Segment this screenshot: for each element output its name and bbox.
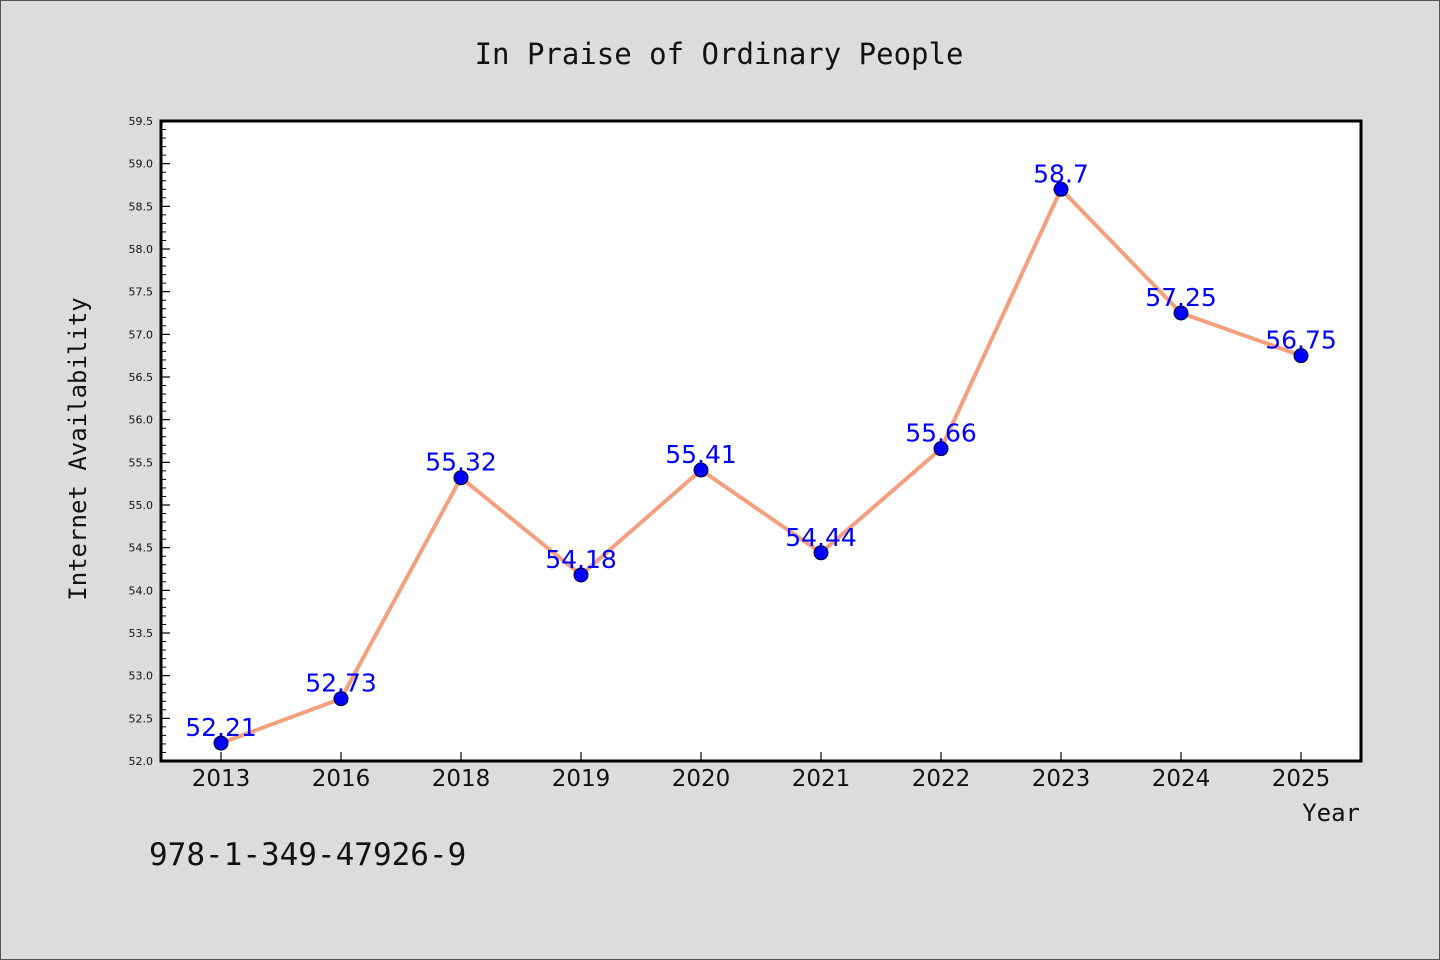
data-label: 54.18 <box>545 545 617 574</box>
data-point <box>1053 181 1069 197</box>
data-point <box>1293 348 1309 364</box>
y-tick-label: 54.5 <box>129 542 154 555</box>
data-label: 55.66 <box>905 419 977 448</box>
data-point <box>1173 305 1189 321</box>
data-labels: 52.21 52.73 55.32 54.18 55.41 54.44 55.66 58.7 5… <box>185 159 1337 742</box>
y-tick-label: 53.0 <box>129 670 154 683</box>
x-tick-label: 2024 <box>1152 766 1211 792</box>
x-tick-label: 2021 <box>792 766 851 792</box>
data-label: 58.7 <box>1033 159 1089 188</box>
data-point <box>453 470 469 486</box>
x-tick-label: 2020 <box>672 766 731 792</box>
x-tick-label: 2022 <box>912 766 971 792</box>
y-tick-label: 54.0 <box>129 584 154 597</box>
data-label: 55.41 <box>665 440 737 469</box>
x-tick-label: 2019 <box>552 766 611 792</box>
y-tick-label: 52.0 <box>129 755 154 768</box>
data-point <box>813 545 829 561</box>
y-tick-label: 59.5 <box>129 115 154 128</box>
plot-area <box>159 119 1363 763</box>
y-tick-label: 57.0 <box>129 328 154 341</box>
x-axis: 2013 2016 2018 2019 2020 2021 2022 2023 2024 2025 <box>192 752 1331 792</box>
y-axis-label: Internet Availability <box>64 297 92 600</box>
data-label: 54.44 <box>785 523 857 552</box>
data-point <box>933 441 949 457</box>
data-series <box>213 181 1309 751</box>
x-tick-label: 2025 <box>1272 766 1331 792</box>
data-point <box>693 462 709 478</box>
y-tick-label: 56.5 <box>129 371 154 384</box>
data-label: 55.32 <box>425 448 497 477</box>
y-tick-label: 59.0 <box>129 158 154 171</box>
y-tick-label: 53.5 <box>129 627 154 640</box>
data-label: 56.75 <box>1265 326 1337 355</box>
data-label: 57.25 <box>1145 283 1217 312</box>
y-tick-label: 58.5 <box>129 200 154 213</box>
data-point <box>213 735 229 751</box>
x-axis-label: Year <box>1302 799 1360 827</box>
isbn-text: 978-1-349-47926-9 <box>149 837 466 873</box>
y-tick-label: 55.0 <box>129 499 154 512</box>
x-tick-label: 2016 <box>312 766 371 792</box>
x-tick-label: 2023 <box>1032 766 1091 792</box>
data-point <box>573 567 589 583</box>
y-tick-label: 56.0 <box>129 414 154 427</box>
y-axis: 52.0 52.5 53.0 53.5 54.0 54.5 55.0 55.5 56.0 56.5… <box>129 115 170 768</box>
x-tick-label: 2018 <box>432 766 491 792</box>
y-tick-label: 57.5 <box>129 286 154 299</box>
series-line <box>220 187 1302 745</box>
data-point <box>333 691 349 707</box>
chart-title: In Praise of Ordinary People <box>475 37 964 71</box>
data-label: 52.21 <box>185 713 257 742</box>
data-label: 52.73 <box>305 669 377 698</box>
y-tick-label: 58.0 <box>129 243 154 256</box>
y-tick-label: 55.5 <box>129 456 154 469</box>
x-tick-label: 2013 <box>192 766 251 792</box>
y-tick-label: 52.5 <box>129 712 154 725</box>
